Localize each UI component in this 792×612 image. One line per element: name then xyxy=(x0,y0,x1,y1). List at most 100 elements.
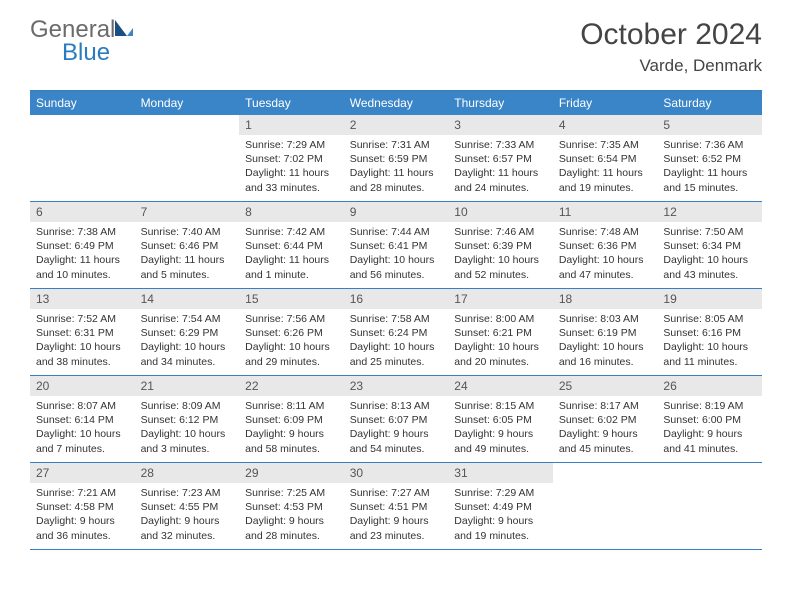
day-body: Sunrise: 8:03 AMSunset: 6:19 PMDaylight:… xyxy=(553,309,658,373)
day-body: Sunrise: 7:29 AMSunset: 7:02 PMDaylight:… xyxy=(239,135,344,199)
day-cell: 17Sunrise: 8:00 AMSunset: 6:21 PMDayligh… xyxy=(448,289,553,375)
day-line: Daylight: 10 hours xyxy=(350,253,443,267)
day-header: Saturday xyxy=(657,92,762,115)
day-body: Sunrise: 7:52 AMSunset: 6:31 PMDaylight:… xyxy=(30,309,135,373)
weeks-container: 1Sunrise: 7:29 AMSunset: 7:02 PMDaylight… xyxy=(30,115,762,550)
day-line: Sunrise: 7:50 AM xyxy=(663,225,756,239)
day-number: 13 xyxy=(30,289,135,309)
day-body: Sunrise: 8:05 AMSunset: 6:16 PMDaylight:… xyxy=(657,309,762,373)
logo-sail-icon xyxy=(113,18,135,43)
day-body: Sunrise: 8:09 AMSunset: 6:12 PMDaylight:… xyxy=(135,396,240,460)
day-cell: 22Sunrise: 8:11 AMSunset: 6:09 PMDayligh… xyxy=(239,376,344,462)
day-number: 11 xyxy=(553,202,658,222)
day-line: Daylight: 9 hours xyxy=(350,514,443,528)
day-line: Sunset: 4:55 PM xyxy=(141,500,234,514)
day-body: Sunrise: 7:40 AMSunset: 6:46 PMDaylight:… xyxy=(135,222,240,286)
day-line: Sunset: 6:44 PM xyxy=(245,239,338,253)
day-line: and 28 minutes. xyxy=(350,181,443,195)
day-line: Daylight: 9 hours xyxy=(559,427,652,441)
day-cell: 19Sunrise: 8:05 AMSunset: 6:16 PMDayligh… xyxy=(657,289,762,375)
day-line: Sunrise: 7:31 AM xyxy=(350,138,443,152)
day-line: and 49 minutes. xyxy=(454,442,547,456)
title-block: October 2024 Varde, Denmark xyxy=(580,18,762,76)
day-line: Sunset: 6:07 PM xyxy=(350,413,443,427)
day-line: Sunrise: 7:29 AM xyxy=(454,486,547,500)
day-cell: 11Sunrise: 7:48 AMSunset: 6:36 PMDayligh… xyxy=(553,202,658,288)
day-cell: 2Sunrise: 7:31 AMSunset: 6:59 PMDaylight… xyxy=(344,115,449,201)
day-header: Tuesday xyxy=(239,92,344,115)
day-line: Sunset: 6:36 PM xyxy=(559,239,652,253)
day-line: Sunset: 4:49 PM xyxy=(454,500,547,514)
day-line: Sunset: 6:39 PM xyxy=(454,239,547,253)
day-line: Sunrise: 7:33 AM xyxy=(454,138,547,152)
day-line: Daylight: 9 hours xyxy=(245,427,338,441)
day-cell: 13Sunrise: 7:52 AMSunset: 6:31 PMDayligh… xyxy=(30,289,135,375)
day-cell: 29Sunrise: 7:25 AMSunset: 4:53 PMDayligh… xyxy=(239,463,344,549)
day-line: and 47 minutes. xyxy=(559,268,652,282)
day-number: 3 xyxy=(448,115,553,135)
day-line: Sunrise: 8:00 AM xyxy=(454,312,547,326)
day-cell: 15Sunrise: 7:56 AMSunset: 6:26 PMDayligh… xyxy=(239,289,344,375)
day-line: Daylight: 10 hours xyxy=(141,427,234,441)
day-number: 14 xyxy=(135,289,240,309)
day-cell: 10Sunrise: 7:46 AMSunset: 6:39 PMDayligh… xyxy=(448,202,553,288)
day-line: and 3 minutes. xyxy=(141,442,234,456)
day-line: Daylight: 10 hours xyxy=(454,340,547,354)
day-number: 7 xyxy=(135,202,240,222)
day-line: Sunset: 6:52 PM xyxy=(663,152,756,166)
day-line: Daylight: 9 hours xyxy=(245,514,338,528)
day-line: Sunrise: 8:13 AM xyxy=(350,399,443,413)
day-line: and 29 minutes. xyxy=(245,355,338,369)
day-number: 21 xyxy=(135,376,240,396)
day-line: Sunrise: 8:07 AM xyxy=(36,399,129,413)
day-line: Daylight: 10 hours xyxy=(36,340,129,354)
day-line: Sunrise: 8:09 AM xyxy=(141,399,234,413)
day-line: and 15 minutes. xyxy=(663,181,756,195)
day-number: 27 xyxy=(30,463,135,483)
day-line: Daylight: 11 hours xyxy=(141,253,234,267)
day-line: Daylight: 9 hours xyxy=(36,514,129,528)
day-number: 5 xyxy=(657,115,762,135)
day-body: Sunrise: 8:11 AMSunset: 6:09 PMDaylight:… xyxy=(239,396,344,460)
location: Varde, Denmark xyxy=(580,56,762,76)
day-cell: 27Sunrise: 7:21 AMSunset: 4:58 PMDayligh… xyxy=(30,463,135,549)
day-line: Daylight: 11 hours xyxy=(245,166,338,180)
day-line: Sunset: 6:29 PM xyxy=(141,326,234,340)
day-line: Sunset: 6:12 PM xyxy=(141,413,234,427)
day-line: Sunset: 6:49 PM xyxy=(36,239,129,253)
day-line: and 5 minutes. xyxy=(141,268,234,282)
day-body: Sunrise: 7:33 AMSunset: 6:57 PMDaylight:… xyxy=(448,135,553,199)
day-line: Sunset: 6:09 PM xyxy=(245,413,338,427)
logo: General Blue xyxy=(30,18,135,65)
day-line: and 33 minutes. xyxy=(245,181,338,195)
day-line: Daylight: 9 hours xyxy=(663,427,756,441)
day-number: 18 xyxy=(553,289,658,309)
day-cell: 31Sunrise: 7:29 AMSunset: 4:49 PMDayligh… xyxy=(448,463,553,549)
day-line: and 20 minutes. xyxy=(454,355,547,369)
day-number xyxy=(135,115,240,135)
day-body: Sunrise: 8:17 AMSunset: 6:02 PMDaylight:… xyxy=(553,396,658,460)
day-line: and 24 minutes. xyxy=(454,181,547,195)
day-number: 31 xyxy=(448,463,553,483)
day-line: Sunset: 6:26 PM xyxy=(245,326,338,340)
day-line: Sunrise: 8:05 AM xyxy=(663,312,756,326)
day-line: Sunset: 6:31 PM xyxy=(36,326,129,340)
day-number: 29 xyxy=(239,463,344,483)
day-cell: 6Sunrise: 7:38 AMSunset: 6:49 PMDaylight… xyxy=(30,202,135,288)
day-header: Friday xyxy=(553,92,658,115)
day-cell: 1Sunrise: 7:29 AMSunset: 7:02 PMDaylight… xyxy=(239,115,344,201)
day-number: 17 xyxy=(448,289,553,309)
day-number: 6 xyxy=(30,202,135,222)
day-number: 28 xyxy=(135,463,240,483)
day-body: Sunrise: 8:00 AMSunset: 6:21 PMDaylight:… xyxy=(448,309,553,373)
day-line: and 52 minutes. xyxy=(454,268,547,282)
day-line: Daylight: 11 hours xyxy=(663,166,756,180)
day-line: Sunset: 6:34 PM xyxy=(663,239,756,253)
day-line: and 32 minutes. xyxy=(141,529,234,543)
day-line: Sunrise: 7:48 AM xyxy=(559,225,652,239)
day-line: and 7 minutes. xyxy=(36,442,129,456)
day-line: and 25 minutes. xyxy=(350,355,443,369)
week-row: 6Sunrise: 7:38 AMSunset: 6:49 PMDaylight… xyxy=(30,202,762,289)
day-line: Sunset: 4:53 PM xyxy=(245,500,338,514)
day-cell: 16Sunrise: 7:58 AMSunset: 6:24 PMDayligh… xyxy=(344,289,449,375)
